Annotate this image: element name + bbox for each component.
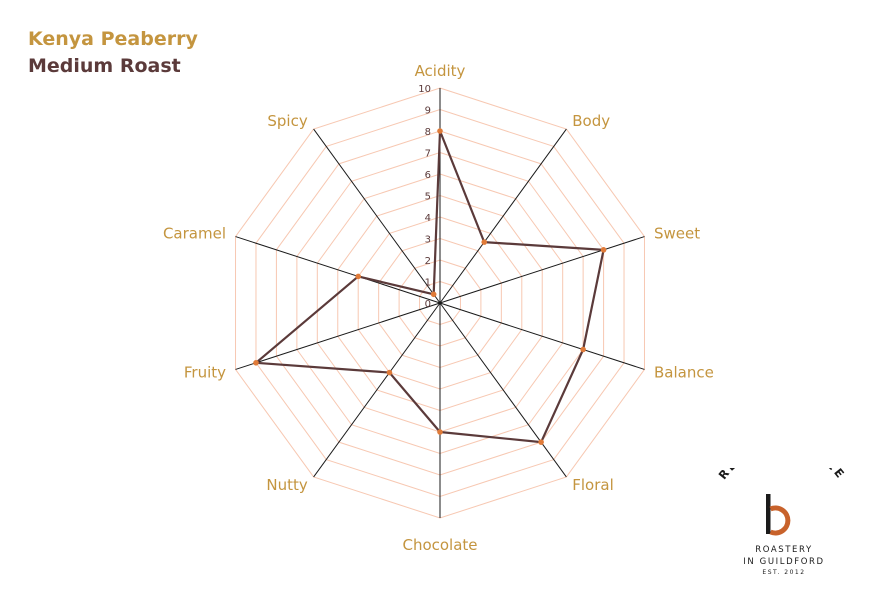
axis-label-body: Body — [572, 112, 610, 130]
logo-est: EST. 2012 — [762, 569, 805, 576]
axis-spoke — [313, 128, 441, 304]
data-point-sweet — [600, 247, 607, 253]
tick-label: 6 — [425, 170, 431, 181]
data-point-spicy — [430, 291, 437, 298]
tick-label: 7 — [425, 149, 431, 160]
axis-spoke — [439, 302, 567, 478]
radar-series — [253, 128, 607, 445]
tick-label: 2 — [425, 256, 431, 267]
tick-label: 8 — [425, 127, 431, 138]
chart-title: Kenya Peaberry — [28, 28, 198, 50]
axis-label-chocolate: Chocolate — [402, 536, 477, 554]
data-point-body — [481, 239, 488, 245]
radar-spokes — [235, 88, 645, 518]
logo-line2: IN GUILDFORD — [743, 557, 824, 567]
category-labels: Acidity Body Sweet Balance Floral Chocolate Nu… — [163, 62, 714, 554]
chart-subtitle: Medium Roast — [28, 55, 181, 77]
axis-label-sweet: Sweet — [654, 224, 700, 242]
axis-label-caramel: Caramel — [163, 224, 226, 242]
tick-label: 10 — [418, 84, 431, 95]
axis-spoke — [235, 236, 441, 304]
axis-label-floral: Floral — [572, 476, 614, 494]
redber-coffee-logo: REDBER COFFEE ROASTERY IN GUILDFORD EST.… — [716, 468, 849, 576]
tick-label: 0 — [425, 299, 431, 310]
data-point-chocolate — [437, 429, 443, 435]
axis-spoke — [439, 302, 645, 370]
data-point-balance — [580, 346, 586, 353]
axis-spoke — [439, 236, 645, 304]
tick-label: 5 — [425, 192, 431, 203]
tick-label: 3 — [425, 235, 431, 246]
logo-line1: ROASTERY — [755, 545, 813, 555]
axis-label-acidity: Acidity — [415, 62, 466, 80]
axis-label-spicy: Spicy — [267, 112, 307, 130]
axis-spoke — [439, 128, 567, 304]
radial-ticks: 0 1 2 3 4 5 6 7 8 9 10 — [418, 84, 431, 310]
data-point-caramel — [355, 273, 362, 280]
tick-label: 1 — [425, 278, 431, 289]
axis-label-balance: Balance — [654, 364, 714, 382]
data-point-floral — [538, 439, 544, 445]
logo-b-mark — [766, 494, 791, 536]
data-point-nutty — [386, 369, 393, 376]
tick-label: 9 — [425, 106, 431, 117]
logo-brand-text: REDBER COFFEE — [716, 468, 849, 482]
axis-label-fruity: Fruity — [184, 364, 226, 382]
data-point-fruity — [253, 359, 259, 366]
tick-label: 4 — [425, 213, 431, 224]
axis-spoke — [235, 302, 441, 370]
axis-spoke — [313, 302, 441, 478]
data-point-acidity — [437, 128, 443, 134]
axis-label-nutty: Nutty — [266, 476, 307, 494]
